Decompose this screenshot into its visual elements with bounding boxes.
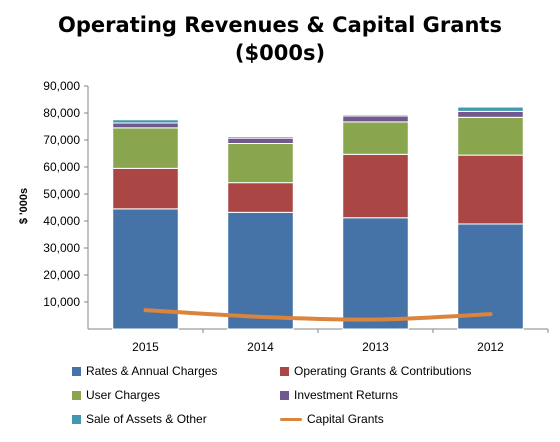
x-tick-label: 2012 [477, 340, 504, 354]
bar-segment [457, 223, 524, 330]
bar-segment [457, 110, 524, 118]
y-tick-label: 40,000 [43, 214, 80, 228]
legend-label: Investment Returns [294, 388, 399, 402]
bar-segment [227, 143, 294, 184]
bar-segment [342, 153, 409, 219]
y-tick-label: 70,000 [43, 133, 80, 147]
y-tick-label: 80,000 [43, 106, 80, 120]
y-tick-label: 60,000 [43, 160, 80, 174]
legend-label: Operating Grants & Contributions [294, 364, 472, 378]
legend-swatch [280, 390, 289, 400]
capital-grants-line [143, 308, 493, 322]
legend-label: Capital Grants [307, 412, 384, 426]
bar-segment [457, 116, 524, 156]
bar-segment [457, 154, 524, 225]
legend-item-rates: Rates & Annual Charges [72, 364, 217, 378]
y-tick-label: 30,000 [43, 241, 80, 255]
chart-title: Operating Revenues & Capital Grants [58, 13, 502, 37]
bar-segment [112, 119, 179, 124]
bar-segment [342, 121, 409, 155]
legend-swatch [72, 414, 81, 424]
bar-segment [342, 217, 409, 330]
bar-segment [112, 167, 179, 210]
legend-swatch [72, 390, 81, 400]
legend-swatch [280, 366, 289, 376]
legend-item-operating-grants: Operating Grants & Contributions [280, 364, 471, 378]
bar-segment [112, 122, 179, 129]
legend-label: Sale of Assets & Other [86, 412, 207, 426]
legend-label: Rates & Annual Charges [86, 364, 218, 378]
bar-segment [457, 106, 524, 112]
y-tick-label: 20,000 [43, 268, 80, 282]
bar-segment [227, 182, 294, 213]
legend-label: User Charges [86, 388, 161, 402]
legend-item-user-charges: User Charges [72, 388, 160, 402]
x-tick-label: 2015 [132, 340, 159, 354]
y-tick-label: 90,000 [43, 79, 80, 93]
chart-subtitle: ($000s) [234, 41, 326, 65]
bar-segment [112, 127, 179, 169]
y-tick-label: 50,000 [43, 187, 80, 201]
bar-segment [227, 135, 294, 139]
y-tick-label: 10,000 [43, 295, 80, 309]
legend-item-sale-of-assets: Sale of Assets & Other [72, 412, 207, 426]
bar-segment [227, 211, 294, 330]
x-tick-label: 2013 [362, 340, 389, 354]
legend-item-investment-returns: Investment Returns [280, 388, 398, 402]
bar-segment [227, 137, 294, 145]
legend-swatch [72, 366, 81, 376]
legend-item-capital-grants: Capital Grants [280, 412, 384, 426]
legend-line-swatch [280, 417, 302, 421]
bar-segment [342, 115, 409, 123]
bar-segment [342, 114, 409, 117]
x-tick-label: 2014 [247, 340, 274, 354]
